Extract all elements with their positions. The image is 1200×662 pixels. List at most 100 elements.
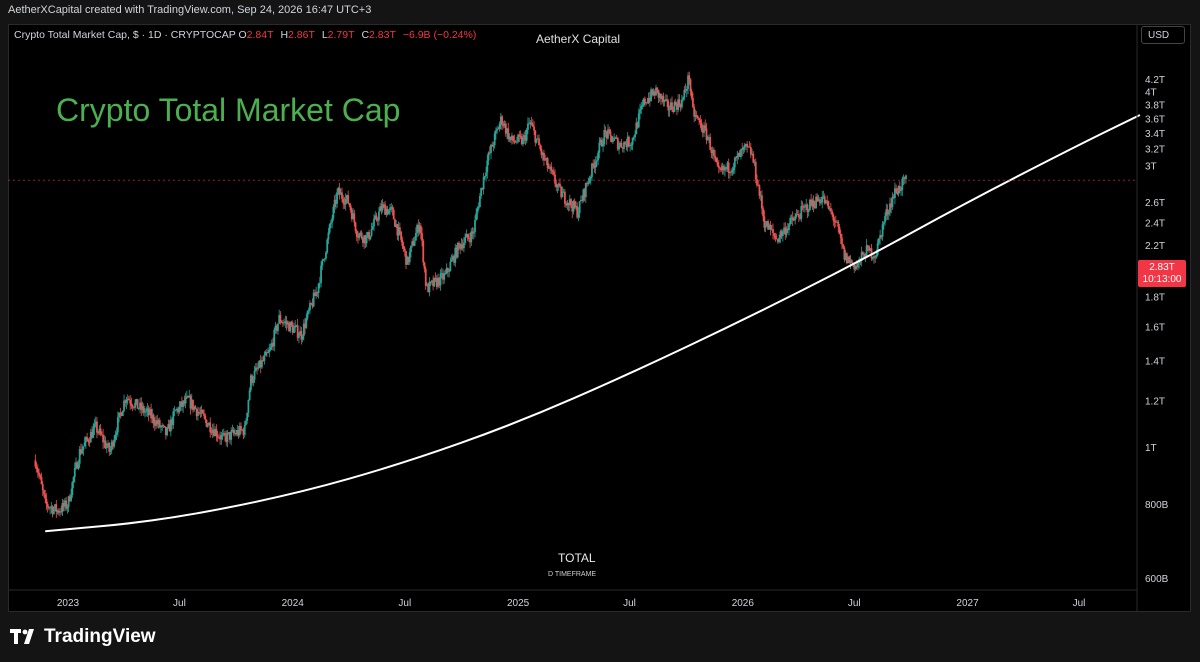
- tradingview-brand[interactable]: TradingView: [10, 626, 156, 648]
- candle: [285, 321, 288, 325]
- candle: [254, 367, 257, 371]
- chart-pane[interactable]: [8, 24, 1191, 612]
- candle: [498, 123, 501, 130]
- candle: [358, 233, 361, 238]
- candle: [682, 97, 684, 100]
- candle: [458, 242, 460, 245]
- candle: [300, 331, 303, 340]
- candle: [130, 403, 133, 406]
- candle: [703, 125, 705, 133]
- candle: [517, 134, 519, 142]
- candle: [68, 496, 71, 501]
- currency-button[interactable]: USD: [1141, 26, 1185, 44]
- candle: [465, 234, 468, 238]
- candle: [374, 215, 377, 219]
- candle: [503, 123, 506, 126]
- candle: [877, 238, 880, 244]
- candle: [229, 432, 231, 440]
- candle: [378, 211, 380, 221]
- candle: [83, 442, 86, 447]
- candle: [486, 160, 489, 173]
- candle: [253, 370, 256, 380]
- candle: [144, 411, 146, 413]
- candle: [446, 268, 449, 272]
- candle: [444, 273, 447, 274]
- candle: [501, 116, 503, 125]
- candle: [355, 231, 358, 237]
- candle: [75, 462, 77, 468]
- price-tick-label: 3.6T: [1145, 115, 1165, 126]
- candle: [761, 195, 763, 209]
- candle: [765, 221, 768, 227]
- candle: [582, 189, 585, 201]
- candle: [644, 98, 646, 104]
- candle: [437, 277, 439, 287]
- candle: [668, 109, 671, 111]
- candle: [827, 201, 830, 209]
- candle: [572, 200, 575, 212]
- candle: [363, 235, 366, 243]
- candle: [321, 260, 324, 266]
- candle: [171, 419, 173, 426]
- candle: [50, 506, 53, 508]
- candle: [567, 202, 570, 206]
- candle: [307, 310, 310, 312]
- candle: [584, 183, 587, 198]
- price-tick-label: 1.2T: [1145, 396, 1165, 407]
- candle: [868, 246, 870, 251]
- candle: [194, 406, 197, 409]
- candle: [744, 143, 747, 145]
- candle: [371, 226, 374, 230]
- candle: [576, 206, 579, 218]
- candle: [235, 433, 237, 435]
- candle: [163, 425, 166, 427]
- candle: [305, 318, 308, 328]
- candle: [873, 256, 875, 259]
- candle: [315, 291, 318, 297]
- candle: [493, 133, 496, 146]
- candle: [205, 419, 208, 427]
- candle: [661, 96, 664, 100]
- candle: [712, 149, 715, 156]
- candle: [629, 145, 632, 147]
- candle: [370, 229, 373, 236]
- candle: [268, 349, 271, 352]
- candle: [709, 137, 712, 150]
- candle: [483, 176, 486, 178]
- candle: [905, 175, 907, 180]
- candle: [279, 315, 282, 322]
- candle: [226, 433, 229, 443]
- candle: [624, 142, 627, 144]
- candle: [833, 220, 836, 222]
- candle: [805, 204, 808, 206]
- candle: [708, 137, 710, 138]
- candle: [892, 196, 895, 198]
- candle: [217, 436, 220, 438]
- low-value: 2.79T: [327, 29, 355, 41]
- candle: [648, 97, 651, 101]
- candle: [44, 494, 47, 499]
- candle: [477, 207, 480, 209]
- candle: [541, 152, 544, 156]
- candle: [339, 192, 342, 195]
- candle: [317, 283, 320, 293]
- candle: [190, 399, 193, 409]
- candle: [684, 89, 687, 91]
- bar-countdown: 10:13:00: [1142, 274, 1182, 285]
- candle: [354, 222, 357, 232]
- candle: [275, 325, 278, 331]
- candle: [544, 159, 547, 161]
- candle: [546, 158, 549, 168]
- candle: [568, 199, 571, 206]
- candle: [160, 426, 162, 428]
- price-axis: 4.2T4T3.8T3.6T3.4T3.2T3T2.6T2.4T2.2T2T1.…: [1136, 25, 1169, 612]
- candle: [870, 248, 873, 259]
- candle: [497, 128, 500, 130]
- candle: [605, 131, 608, 139]
- candle: [107, 443, 109, 447]
- symbol-legend[interactable]: Crypto Total Market Cap, $ · 1D · CRYPTO…: [14, 29, 480, 41]
- candle: [198, 411, 201, 413]
- candle: [179, 401, 182, 407]
- candle: [733, 157, 736, 168]
